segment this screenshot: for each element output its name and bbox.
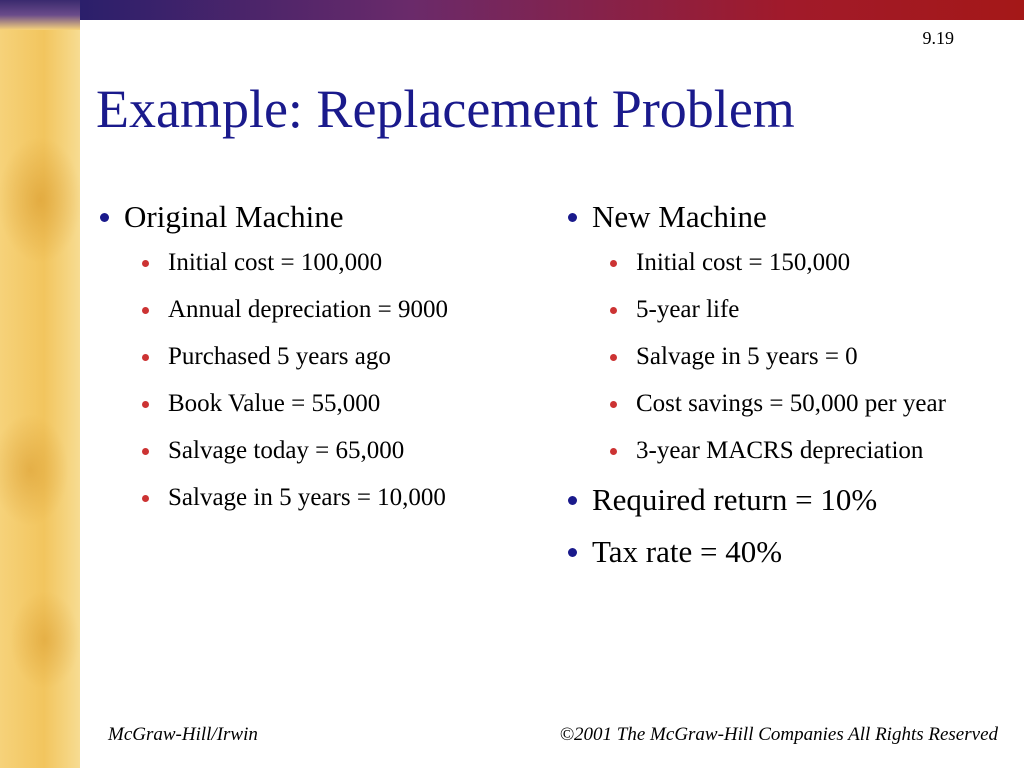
bullet-dot-icon [142, 354, 149, 361]
list-item-text: Purchased 5 years ago [168, 343, 391, 370]
bullet-dot-icon [100, 213, 109, 222]
bullet-dot-icon [610, 260, 617, 267]
bullet-dot-icon [142, 495, 149, 502]
bullet-text: Tax rate = 40% [592, 534, 783, 569]
bullet-new-machine: New Machine [564, 198, 1004, 236]
list-item-text: 5-year life [636, 296, 740, 323]
decorative-side-strip [0, 0, 80, 768]
list-item-text: 3-year MACRS depreciation [636, 437, 924, 464]
new-machine-details: Initial cost = 150,000 5-year life Salva… [564, 246, 1004, 468]
list-item: 3-year MACRS depreciation [564, 434, 1004, 468]
list-item-text: Book Value = 55,000 [168, 390, 381, 417]
bullet-text: New Machine [592, 199, 767, 234]
footer-copyright: ©2001 The McGraw-Hill Companies All Righ… [559, 724, 998, 745]
bullet-original-machine: Original Machine [96, 198, 506, 236]
list-item: Purchased 5 years ago [96, 340, 506, 374]
list-item-text: Initial cost = 100,000 [168, 249, 383, 276]
bullet-text: Original Machine [124, 199, 344, 234]
list-item-text: Annual depreciation = 9000 [168, 296, 448, 323]
list-item: Salvage in 5 years = 0 [564, 340, 1004, 374]
bullet-dot-icon [568, 496, 577, 505]
footer-publisher: McGraw-Hill/Irwin [108, 724, 258, 745]
list-item-text: Salvage in 5 years = 0 [636, 343, 858, 370]
left-column: Original Machine Initial cost = 100,000 … [96, 198, 506, 528]
list-item: Annual depreciation = 9000 [96, 293, 506, 327]
bullet-dot-icon [610, 307, 617, 314]
list-item-text: Salvage in 5 years = 10,000 [168, 484, 446, 511]
decorative-top-bar [80, 0, 1024, 20]
bullet-dot-icon [610, 354, 617, 361]
slide-number: 9.19 [922, 28, 955, 48]
bullet-required-return: Required return = 10% [564, 481, 1004, 519]
list-item-text: Cost savings = 50,000 per year [636, 390, 946, 417]
original-machine-details: Initial cost = 100,000 Annual depreciati… [96, 246, 506, 515]
bullet-dot-icon [142, 307, 149, 314]
list-item: 5-year life [564, 293, 1004, 327]
bullet-tax-rate: Tax rate = 40% [564, 533, 1004, 571]
bullet-text: Required return = 10% [592, 482, 878, 517]
list-item: Book Value = 55,000 [96, 387, 506, 421]
bullet-dot-icon [568, 213, 577, 222]
list-item: Initial cost = 100,000 [96, 246, 506, 280]
slide-title: Example: Replacement Problem [96, 79, 795, 139]
list-item-text: Initial cost = 150,000 [636, 249, 851, 276]
list-item: Salvage today = 65,000 [96, 434, 506, 468]
bullet-dot-icon [610, 448, 617, 455]
list-item: Cost savings = 50,000 per year [564, 387, 1004, 421]
bullet-dot-icon [142, 401, 149, 408]
bullet-dot-icon [142, 448, 149, 455]
bullet-dot-icon [142, 260, 149, 267]
list-item-text: Salvage today = 65,000 [168, 437, 405, 464]
right-column: New Machine Initial cost = 150,000 5-yea… [564, 198, 1004, 585]
list-item: Initial cost = 150,000 [564, 246, 1004, 280]
bullet-dot-icon [568, 548, 577, 557]
decorative-corner [0, 0, 80, 30]
list-item: Salvage in 5 years = 10,000 [96, 481, 506, 515]
bullet-dot-icon [610, 401, 617, 408]
